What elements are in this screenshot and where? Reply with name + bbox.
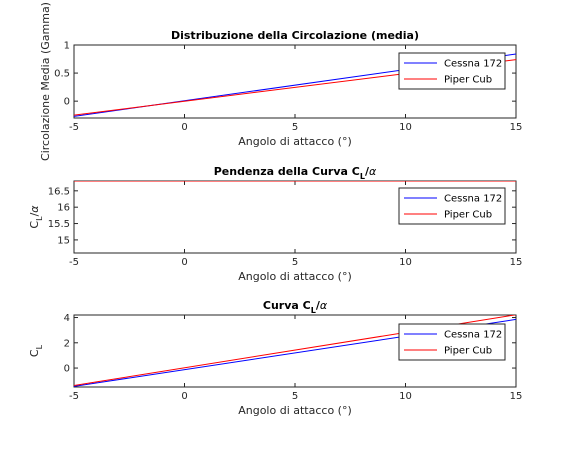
x-tick-label: 0 — [181, 257, 187, 268]
ylabel-text: C — [28, 221, 41, 229]
title-slash: / — [365, 165, 370, 178]
x-tick-label: 10 — [399, 257, 412, 268]
title-alpha: α — [320, 299, 328, 312]
legend: Cessna 172 Piper Cub — [398, 52, 506, 90]
ylabel-alpha: α — [28, 205, 41, 213]
subplot-title: Distribuzione della Circolazione (media) — [171, 29, 419, 42]
ylabel-slash: / — [28, 212, 41, 216]
x-tick-label: 5 — [292, 122, 298, 133]
y-tick-label: 16.5 — [48, 186, 70, 197]
x-axis-label: Angolo di attacco (°) — [238, 135, 352, 148]
x-axis-label: Angolo di attacco (°) — [238, 404, 352, 417]
x-tick-label: 10 — [399, 391, 412, 402]
y-axis-label: CL — [28, 344, 44, 357]
x-tick-label: 15 — [510, 257, 523, 268]
x-tick-label: -5 — [69, 257, 79, 268]
x-tick-label: 15 — [510, 391, 523, 402]
y-tick-label: 0 — [64, 364, 70, 375]
x-tick-label: 0 — [181, 122, 187, 133]
subplot-1: -5 0 5 10 15 0 0.5 1 Distribuzione della Circola… — [39, 2, 522, 161]
y-tick-label: 1 — [64, 41, 70, 52]
subplot-title: Curva CL/α — [263, 299, 328, 315]
title-text: Curva C — [263, 299, 311, 312]
ylabel-subscript: L — [35, 216, 44, 221]
x-tick-label: 10 — [399, 122, 412, 133]
title-subscript: L — [311, 306, 316, 315]
x-axis-label: Angolo di attacco (°) — [238, 270, 352, 283]
y-tick-label: 2 — [64, 338, 70, 349]
legend-label: Cessna 172 — [444, 330, 502, 341]
legend-box — [398, 323, 506, 361]
title-slash: / — [316, 299, 321, 312]
y-tick-label: 15 — [57, 235, 70, 246]
y-tick-label: 16 — [57, 203, 70, 214]
legend-box — [398, 52, 506, 90]
y-tick-label: 0 — [64, 97, 70, 108]
subplot-title: Pendenza della Curva CL/α — [214, 165, 377, 181]
ylabel-subscript: L — [35, 344, 44, 349]
x-tick-label: 5 — [292, 257, 298, 268]
legend-label: Piper Cub — [444, 210, 492, 221]
legend-label: Cessna 172 — [444, 59, 502, 70]
title-alpha: α — [369, 165, 377, 178]
x-tick-label: -5 — [69, 391, 79, 402]
y-tick-label: 4 — [64, 313, 70, 324]
legend-label: Cessna 172 — [444, 194, 502, 205]
subplot-2: -5 0 5 10 15 15 15.5 16 16.5 Pendenza della Curva… — [28, 165, 522, 283]
x-tick-label: 0 — [181, 391, 187, 402]
legend-label: Piper Cub — [444, 75, 492, 86]
title-text: Pendenza della Curva C — [214, 165, 360, 178]
y-axis-label: Circolazione Media (Gamma) — [39, 2, 52, 161]
legend-label: Piper Cub — [444, 346, 492, 357]
legend: Cessna 172 Piper Cub — [398, 187, 506, 225]
y-tick-label: 0.5 — [54, 69, 70, 80]
legend: Cessna 172 Piper Cub — [398, 323, 506, 361]
title-subscript: L — [360, 172, 365, 181]
x-tick-label: 5 — [292, 391, 298, 402]
ylabel-text: C — [28, 349, 41, 357]
y-axis-label: CL/α — [28, 205, 44, 229]
legend-box — [398, 187, 506, 225]
x-tick-label: -5 — [69, 122, 79, 133]
x-tick-label: 15 — [510, 122, 523, 133]
y-tick-label: 15.5 — [48, 219, 70, 230]
